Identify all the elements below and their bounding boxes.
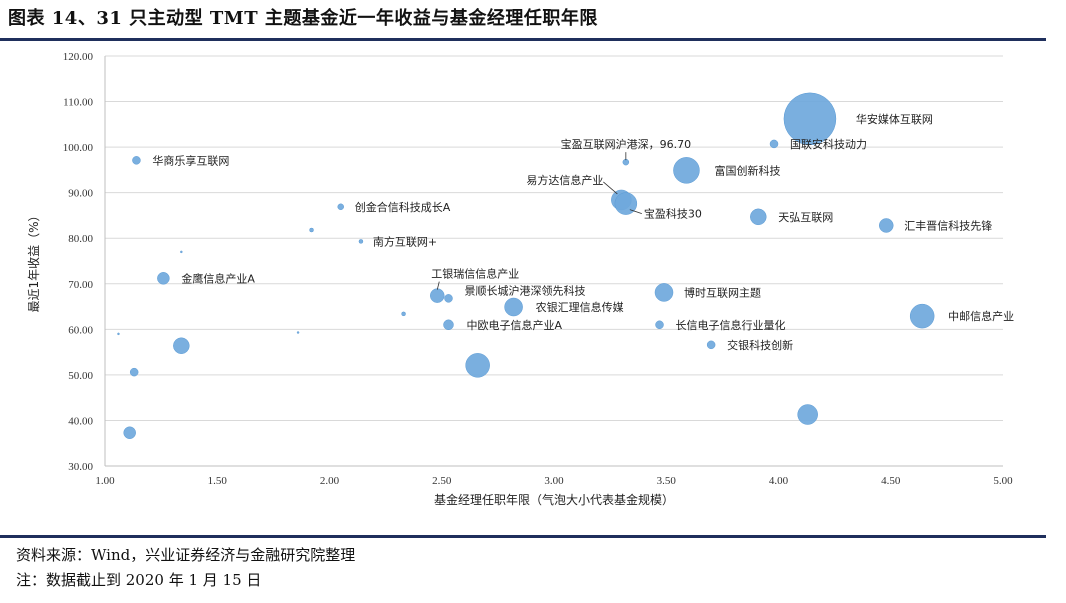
bubble-label: 工银瑞信信息产业 (431, 267, 519, 281)
bubble-point (443, 319, 454, 331)
bubble-label: 富国创新科技 (714, 163, 780, 177)
y-tick-label: 110.00 (63, 97, 93, 109)
bubble-point (879, 218, 894, 233)
y-tick-label: 100.00 (63, 142, 94, 154)
bubble-label: 农银汇理信息传媒 (536, 300, 624, 314)
x-tick-label: 4.50 (881, 475, 901, 487)
bubble-point (465, 353, 490, 378)
bubble-point (337, 203, 344, 211)
leader-line (629, 209, 642, 214)
bubble-label: 景顺长城沪港深领先科技 (464, 283, 585, 297)
bubble-label: 创金合信科技成长A (355, 200, 451, 214)
date-note: 注：数据截止到 2020 年 1 月 15 日 (16, 571, 262, 589)
x-tick-label: 1.00 (95, 475, 115, 487)
bubble-label: 宝盈科技30 (644, 207, 702, 221)
y-tick-label: 30.00 (68, 461, 93, 473)
bubble-point (614, 192, 638, 215)
bubbles (117, 92, 935, 439)
x-tick-label: 4.00 (769, 475, 789, 487)
bubble-point (132, 156, 141, 165)
chart-title: 图表 14、31 只主动型 TMT 主题基金近一年收益与基金经理任职年限 (8, 8, 598, 29)
bubble-label: 华安媒体互联网 (856, 112, 933, 126)
x-tick-label: 1.50 (208, 475, 228, 487)
bubble-label: 国联安科技动力 (790, 137, 867, 151)
bubble-point (180, 250, 183, 254)
bubble-label: 华商乐享互联网 (152, 153, 229, 167)
y-tick-label: 50.00 (68, 370, 93, 382)
bubble-label: 长信电子信息行业量化 (676, 318, 786, 332)
leader-line (603, 181, 618, 195)
bubble-chart: 30.00 40.00 50.00 60.00 70.00 80.00 90.00 100.0… (27, 51, 1014, 507)
x-tick-labels: 1.00 1.50 2.00 2.50 3.00 3.50 4.00 4.50 5.00 (95, 475, 1013, 487)
top-rule (0, 38, 1046, 41)
bubble-label: 汇丰晋信科技先锋 (904, 218, 992, 232)
bubble-label: 宝盈互联网沪港深，96.70 (561, 137, 692, 151)
bubble-point (654, 283, 674, 302)
y-tick-labels: 30.00 40.00 50.00 60.00 70.00 80.00 90.00 100.0… (63, 51, 94, 473)
bubble-label: 交银科技创新 (727, 338, 793, 352)
bubble-point (655, 320, 664, 330)
bubble-point (401, 311, 406, 317)
bubble-point (797, 404, 818, 425)
y-tick-label: 80.00 (68, 233, 93, 245)
bubble-point (173, 337, 190, 354)
bubble-point (309, 227, 314, 233)
bubble-point (783, 92, 837, 146)
x-tick-label: 2.00 (320, 475, 340, 487)
y-axis-label: 最近1年收益（%） (27, 209, 41, 312)
y-tick-label: 120.00 (63, 51, 94, 63)
x-axis-label: 基金经理任职年限（气泡大小代表基金规模） (434, 492, 674, 507)
bubble-label: 易方达信息产业 (526, 173, 603, 187)
x-tick-label: 3.50 (657, 475, 677, 487)
x-tick-label: 3.00 (544, 475, 564, 487)
axes (104, 56, 1003, 467)
bubble-point (504, 297, 523, 317)
bubble-point (673, 157, 700, 184)
bubble-point (358, 239, 364, 244)
bubble-label: 南方互联网+ (373, 234, 437, 248)
bubble-point (769, 139, 779, 149)
bubble-point (430, 288, 445, 303)
y-tick-label: 60.00 (68, 324, 93, 336)
bubble-label: 博时互联网主题 (684, 286, 761, 299)
bubble-label: 天弘互联网 (778, 211, 833, 224)
bubble-point (129, 367, 139, 377)
bubble-point (123, 426, 136, 439)
bubble-point (750, 208, 767, 226)
bubble-point (157, 272, 170, 285)
source-note: 资料来源：Wind，兴业证券经济与金融研究院整理 (16, 546, 356, 564)
y-tick-label: 40.00 (68, 415, 93, 427)
bubble-point (706, 340, 716, 350)
x-tick-label: 2.50 (432, 475, 452, 487)
y-tick-label: 70.00 (68, 279, 93, 291)
y-tick-label: 90.00 (68, 188, 93, 200)
bubble-point (444, 294, 453, 303)
bubble-label: 金鹰信息产业A (181, 271, 255, 285)
x-tick-label: 5.00 (993, 475, 1013, 487)
bubble-point (296, 331, 300, 334)
bubble-label: 中邮信息产业 (948, 309, 1014, 323)
bottom-rule (0, 535, 1046, 538)
bubble-label: 中欧电子信息产业A (466, 318, 562, 332)
bubble-point (909, 303, 935, 329)
gridlines (105, 55, 1003, 467)
leader-line (436, 281, 440, 290)
bubble-point (117, 332, 120, 336)
